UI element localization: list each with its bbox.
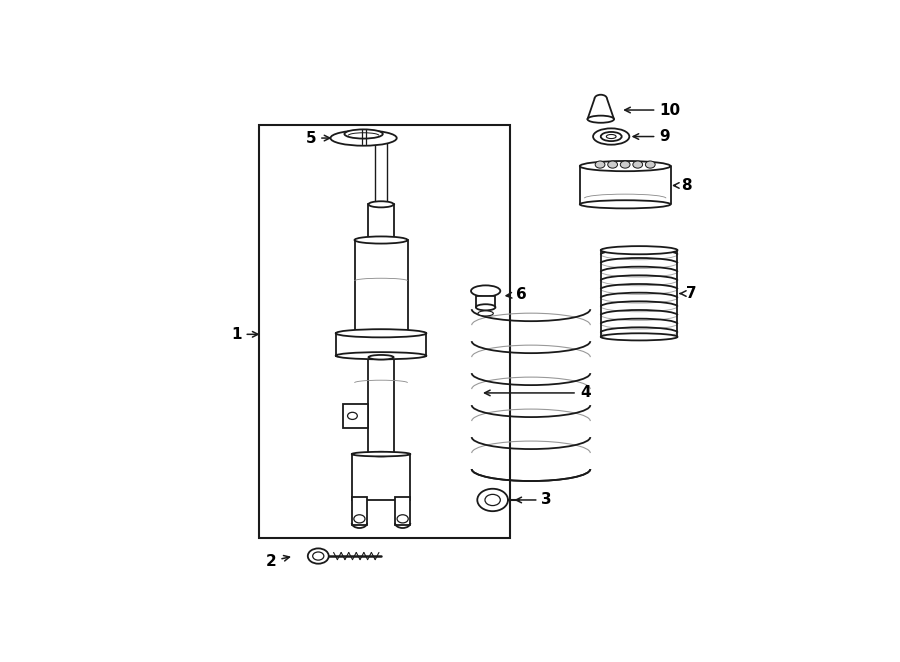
Ellipse shape — [580, 161, 670, 171]
Ellipse shape — [601, 333, 678, 340]
Ellipse shape — [368, 451, 393, 456]
Circle shape — [312, 552, 324, 560]
Ellipse shape — [330, 130, 397, 146]
Bar — [336, 333, 427, 355]
Circle shape — [608, 161, 617, 168]
Ellipse shape — [601, 132, 622, 141]
Ellipse shape — [352, 451, 410, 456]
Ellipse shape — [368, 355, 393, 359]
Circle shape — [620, 161, 630, 168]
Ellipse shape — [588, 116, 614, 122]
Text: 6: 6 — [506, 287, 526, 302]
Ellipse shape — [345, 129, 382, 138]
Circle shape — [397, 515, 409, 523]
Circle shape — [485, 495, 500, 506]
Ellipse shape — [593, 128, 629, 145]
Text: 1: 1 — [231, 327, 258, 342]
Text: 9: 9 — [633, 129, 670, 144]
Circle shape — [645, 161, 655, 168]
Ellipse shape — [355, 236, 408, 244]
Ellipse shape — [478, 311, 493, 316]
Ellipse shape — [368, 201, 393, 207]
Circle shape — [354, 515, 365, 523]
Bar — [259, 125, 510, 538]
Bar — [368, 205, 393, 240]
Text: 4: 4 — [484, 385, 590, 401]
Text: 2: 2 — [266, 553, 290, 569]
Bar — [343, 404, 368, 428]
Bar — [368, 357, 393, 454]
Text: 8: 8 — [673, 178, 691, 193]
Ellipse shape — [580, 200, 670, 209]
Ellipse shape — [601, 246, 678, 254]
Text: 7: 7 — [680, 286, 697, 301]
Ellipse shape — [476, 305, 495, 310]
Circle shape — [595, 161, 605, 168]
Ellipse shape — [336, 352, 427, 359]
Circle shape — [477, 489, 508, 511]
Bar — [355, 240, 408, 344]
Text: 3: 3 — [516, 493, 552, 508]
Circle shape — [308, 548, 328, 564]
Bar — [476, 296, 495, 307]
Ellipse shape — [336, 329, 427, 338]
Circle shape — [347, 412, 357, 420]
Circle shape — [633, 161, 643, 168]
Bar — [395, 497, 410, 526]
Ellipse shape — [607, 134, 616, 138]
Text: 10: 10 — [625, 103, 680, 118]
Bar — [352, 497, 367, 526]
Bar — [352, 454, 410, 500]
Ellipse shape — [368, 238, 393, 242]
Text: 5: 5 — [305, 130, 329, 146]
Ellipse shape — [471, 285, 500, 297]
